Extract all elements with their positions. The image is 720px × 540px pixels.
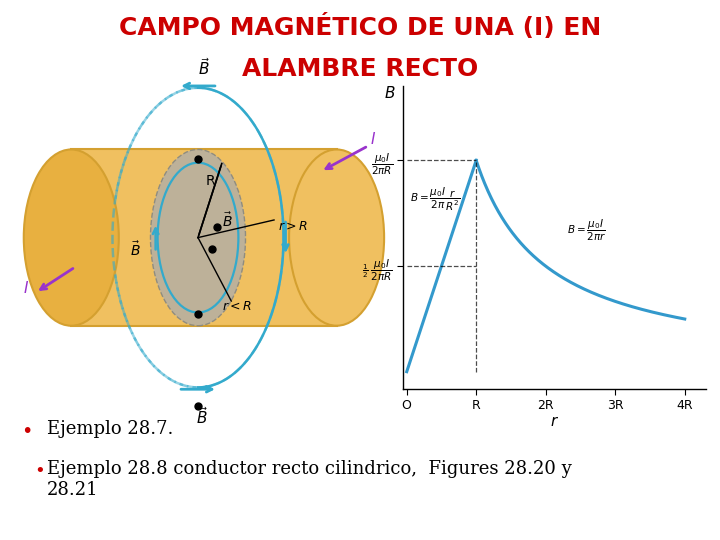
Text: $\vec{B}$: $\vec{B}$ — [222, 211, 233, 230]
Text: •: • — [22, 422, 33, 441]
Text: $B$: $B$ — [384, 85, 395, 101]
Text: $B = \dfrac{\mu_0 I}{2\pi}\dfrac{r}{R^2}$: $B = \dfrac{\mu_0 I}{2\pi}\dfrac{r}{R^2}… — [410, 186, 461, 213]
Text: CAMPO MAGNÉTICO DE UNA (I) EN: CAMPO MAGNÉTICO DE UNA (I) EN — [119, 14, 601, 39]
Text: $\vec{B}$: $\vec{B}$ — [196, 406, 208, 427]
Text: •: • — [35, 462, 45, 480]
Ellipse shape — [24, 150, 119, 326]
Text: $\vec{B}$: $\vec{B}$ — [198, 57, 210, 78]
Text: I: I — [24, 281, 28, 296]
Text: ALAMBRE RECTO: ALAMBRE RECTO — [242, 57, 478, 80]
Text: I: I — [370, 132, 375, 147]
Ellipse shape — [289, 150, 384, 326]
Text: $r > R$: $r > R$ — [278, 220, 308, 233]
Text: Ejemplo 28.7.: Ejemplo 28.7. — [47, 420, 174, 438]
Text: $r < R$: $r < R$ — [222, 300, 252, 313]
Ellipse shape — [150, 150, 246, 326]
Text: Ejemplo 28.8 conductor recto cilindrico,  Figures 28.20 y
28.21: Ejemplo 28.8 conductor recto cilindrico,… — [47, 460, 572, 499]
Text: $\vec{B}$: $\vec{B}$ — [130, 240, 140, 259]
X-axis label: $r$: $r$ — [550, 414, 559, 429]
Text: $B = \dfrac{\mu_0 I}{2\pi r}$: $B = \dfrac{\mu_0 I}{2\pi r}$ — [567, 218, 606, 243]
Polygon shape — [71, 150, 337, 326]
Text: R: R — [205, 174, 215, 188]
